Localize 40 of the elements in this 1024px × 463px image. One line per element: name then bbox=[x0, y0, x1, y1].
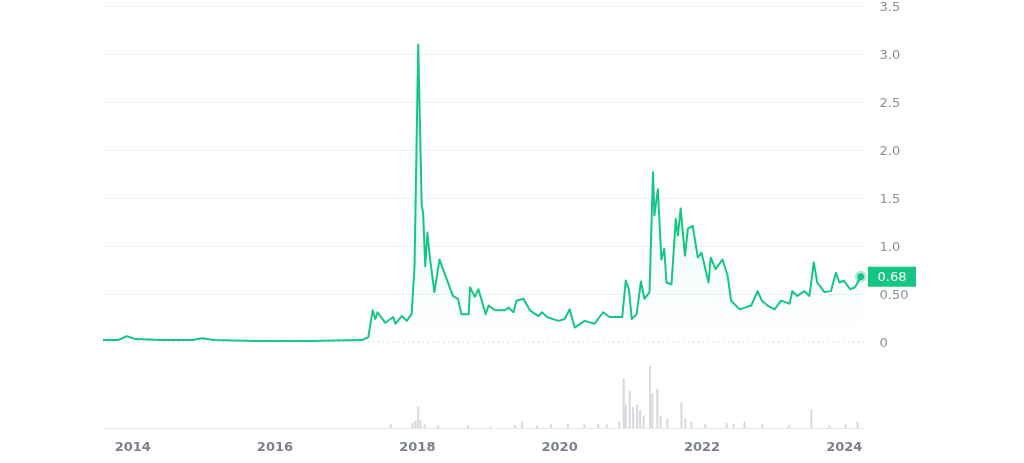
bar bbox=[605, 424, 608, 428]
bar bbox=[680, 401, 683, 428]
bar bbox=[521, 421, 524, 428]
bar bbox=[636, 404, 639, 428]
y-tick-label: 2.0 bbox=[879, 142, 901, 158]
y-tick-label: 1.0 bbox=[879, 238, 901, 254]
y-tick-label: 2.5 bbox=[879, 94, 901, 110]
bar bbox=[690, 421, 693, 428]
bar bbox=[659, 415, 662, 428]
data-label: 0.68 bbox=[877, 268, 907, 284]
x-tick-label: 2024 bbox=[826, 438, 863, 454]
bar bbox=[417, 406, 420, 428]
x-tick-label: 2014 bbox=[114, 438, 151, 454]
bar bbox=[743, 421, 746, 428]
bar bbox=[618, 421, 621, 428]
x-tick-label: 2016 bbox=[256, 438, 294, 454]
bar bbox=[856, 421, 859, 428]
bar bbox=[810, 409, 813, 428]
bar bbox=[411, 423, 414, 428]
y-tick-label: 3.5 bbox=[879, 0, 901, 14]
bar bbox=[725, 423, 728, 428]
x-tick-label: 2020 bbox=[541, 438, 578, 454]
y-tick-label: 0 bbox=[879, 334, 888, 350]
x-tick-label: 2018 bbox=[399, 438, 436, 454]
bar bbox=[622, 378, 625, 428]
y-tick-label: 3.0 bbox=[879, 46, 901, 62]
bar bbox=[649, 366, 652, 428]
bar bbox=[549, 424, 552, 428]
y-tick-label: 0.50 bbox=[879, 286, 909, 302]
bar bbox=[761, 424, 764, 428]
bar bbox=[787, 424, 790, 428]
bar bbox=[844, 424, 847, 428]
y-tick-label: 1.5 bbox=[879, 190, 901, 206]
x-tick-label: 2022 bbox=[683, 438, 721, 454]
bar bbox=[642, 415, 645, 428]
bar bbox=[628, 390, 631, 428]
bar bbox=[656, 388, 659, 428]
bar bbox=[583, 424, 586, 428]
bar bbox=[514, 424, 517, 428]
bar bbox=[666, 418, 669, 428]
